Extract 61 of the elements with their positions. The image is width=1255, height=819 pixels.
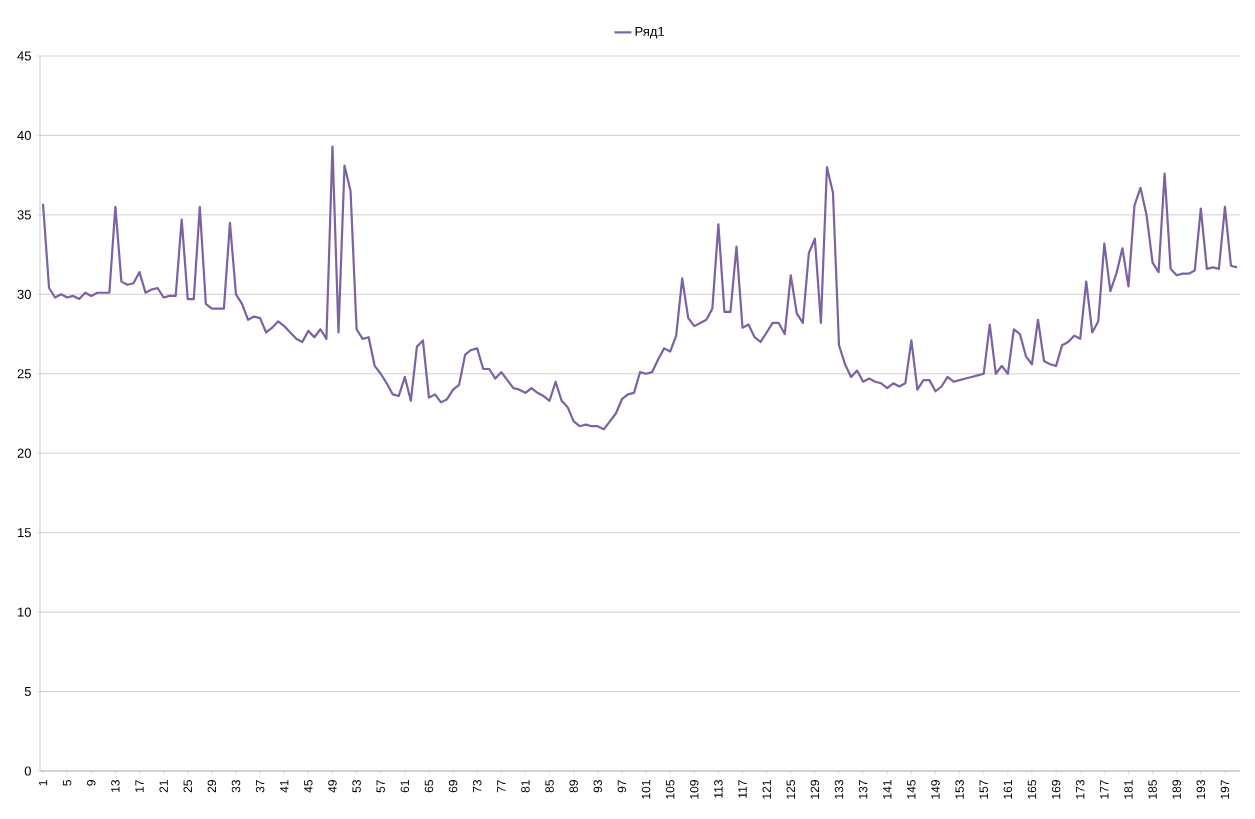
x-tick-label: 93: [593, 780, 603, 793]
x-tick-label: 193: [1196, 780, 1206, 799]
x-tick-label: 109: [690, 780, 699, 799]
y-tick-label: 10: [17, 607, 31, 617]
x-tick-label: 37: [255, 780, 265, 793]
x-tick-label: 5: [62, 780, 72, 786]
x-tick-label: 85: [545, 780, 554, 793]
x-tick-label: 41: [280, 780, 289, 793]
legend-label: Ряд1: [635, 26, 665, 39]
x-tick-label: 181: [1124, 780, 1133, 799]
x-tick-label: 1: [38, 780, 48, 786]
x-tick-label: 101: [641, 780, 651, 799]
y-tick-label: 40: [17, 130, 31, 141]
y-tick-label: 25: [17, 369, 31, 379]
x-tick-label: 121: [762, 780, 771, 799]
x-tick-label: 25: [183, 780, 192, 793]
x-tick-label: 57: [376, 780, 385, 793]
y-tick-label: 0: [24, 766, 31, 776]
x-tick-label: 129: [810, 780, 820, 799]
x-tick-label: 97: [617, 780, 627, 793]
x-tick-label: 185: [1148, 780, 1157, 799]
x-tick-label: 189: [1172, 780, 1181, 799]
y-tick-label: 30: [17, 289, 31, 299]
x-tick-label: 9: [87, 780, 96, 786]
x-tick-label: 173: [1075, 780, 1085, 799]
x-tick-label: 81: [521, 780, 530, 793]
x-tick-label: 197: [1220, 780, 1230, 799]
x-tick-label: 161: [1003, 780, 1013, 799]
y-tick-label: 35: [17, 210, 31, 220]
y-tick-label: 20: [17, 448, 31, 458]
x-tick-label: 145: [907, 780, 916, 799]
x-tick-label: 13: [111, 780, 120, 792]
x-tick-label: 29: [207, 780, 217, 793]
x-tick-label: 153: [955, 780, 964, 799]
x-tick-label: 89: [569, 780, 578, 793]
x-tick-label: 137: [858, 780, 868, 799]
x-tick-label: 125: [786, 780, 796, 799]
x-tick-label: 177: [1100, 780, 1109, 799]
x-tick-label: 17: [135, 780, 144, 792]
x-tick-label: 105: [665, 780, 675, 799]
x-tick-label: 69: [448, 780, 458, 793]
y-tick-label: 45: [17, 51, 31, 61]
x-tick-label: 53: [352, 780, 361, 793]
x-tick-label: 141: [883, 780, 892, 799]
x-tick-label: 61: [400, 780, 410, 793]
y-tick-label: 15: [17, 528, 31, 538]
x-tick-label: 21: [159, 780, 168, 793]
y-tick-label: 5: [24, 687, 31, 697]
x-tick-label: 45: [304, 780, 313, 793]
x-tick-label: 117: [738, 780, 747, 798]
x-tick-label: 33: [231, 780, 241, 793]
x-tick-label: 113: [714, 780, 723, 798]
x-tick-label: 169: [1051, 780, 1061, 799]
x-tick-label: 165: [1027, 780, 1037, 799]
x-tick-label: 49: [328, 780, 337, 793]
x-tick-label: 157: [979, 780, 988, 799]
x-tick-label: 133: [834, 780, 844, 799]
x-tick-label: 73: [472, 780, 482, 793]
x-tick-label: 149: [931, 780, 940, 799]
x-tick-label: 65: [424, 780, 434, 793]
x-tick-label: 77: [497, 780, 506, 793]
